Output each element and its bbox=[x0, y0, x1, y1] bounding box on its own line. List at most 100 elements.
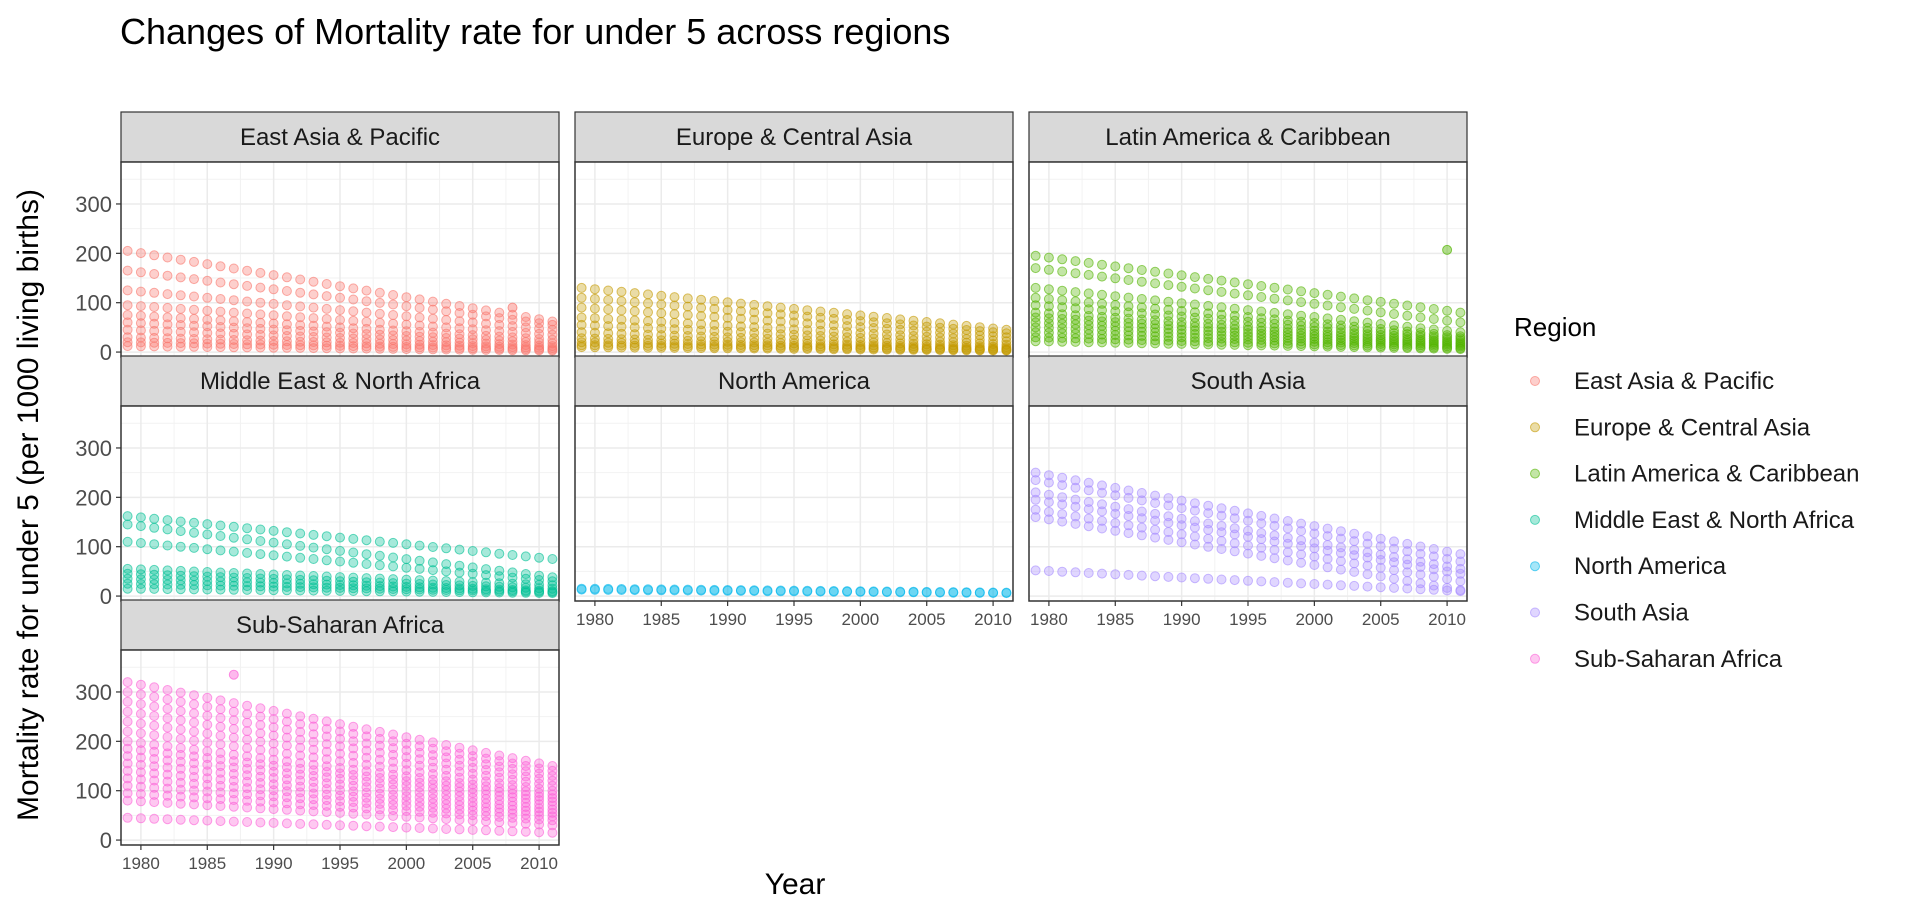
data-point bbox=[135, 759, 146, 770]
data-point bbox=[1163, 280, 1174, 291]
data-point bbox=[1229, 505, 1240, 516]
data-point bbox=[1269, 340, 1280, 351]
data-point bbox=[1097, 568, 1107, 579]
data-point bbox=[507, 587, 518, 598]
data-point bbox=[454, 337, 465, 348]
data-point bbox=[202, 710, 213, 721]
data-point bbox=[1243, 290, 1253, 301]
data-point bbox=[1203, 318, 1214, 329]
data-point bbox=[335, 741, 345, 752]
data-point bbox=[1402, 559, 1413, 570]
data-point bbox=[401, 584, 412, 595]
data-point bbox=[149, 513, 160, 524]
data-point bbox=[1070, 482, 1081, 493]
data-point bbox=[1269, 335, 1280, 346]
data-point bbox=[427, 344, 438, 355]
data-point bbox=[122, 300, 133, 311]
data-point bbox=[1229, 337, 1240, 348]
data-point bbox=[1097, 506, 1107, 517]
data-point bbox=[321, 761, 332, 772]
data-point bbox=[1163, 527, 1174, 537]
data-point bbox=[388, 537, 399, 548]
data-point bbox=[321, 585, 332, 596]
data-point bbox=[481, 344, 491, 355]
data-point bbox=[520, 790, 531, 800]
data-point bbox=[175, 724, 186, 735]
data-point bbox=[348, 820, 359, 831]
data-point bbox=[1203, 573, 1214, 584]
data-point bbox=[1176, 321, 1187, 331]
data-point bbox=[427, 557, 438, 568]
data-point bbox=[175, 341, 186, 352]
y-tick-label: 0 bbox=[100, 828, 112, 853]
facet-strip-label: Europe & Central Asia bbox=[676, 124, 913, 151]
data-point bbox=[1030, 494, 1041, 505]
data-point bbox=[374, 536, 385, 547]
data-point bbox=[228, 339, 239, 349]
data-point bbox=[281, 708, 292, 719]
data-point bbox=[547, 789, 558, 800]
data-point bbox=[135, 738, 146, 748]
data-point bbox=[895, 319, 906, 330]
data-point bbox=[135, 767, 146, 778]
data-point bbox=[348, 743, 359, 754]
series-points bbox=[1030, 244, 1466, 355]
data-point bbox=[268, 298, 279, 309]
data-point bbox=[361, 771, 372, 782]
data-point bbox=[149, 318, 160, 329]
data-point bbox=[656, 299, 667, 310]
data-point bbox=[534, 768, 545, 779]
data-point bbox=[520, 776, 531, 787]
data-point bbox=[974, 587, 985, 598]
data-point bbox=[988, 323, 999, 334]
data-point bbox=[1362, 581, 1373, 592]
data-point bbox=[1150, 335, 1161, 346]
data-point bbox=[122, 519, 133, 530]
data-point bbox=[189, 256, 199, 267]
data-point bbox=[427, 542, 438, 552]
data-point bbox=[1309, 331, 1320, 342]
data-point bbox=[1322, 329, 1333, 340]
data-point bbox=[669, 342, 680, 353]
data-point bbox=[762, 343, 773, 354]
data-point bbox=[1335, 302, 1346, 313]
data-point bbox=[1296, 526, 1307, 536]
data-point bbox=[135, 774, 146, 785]
data-point bbox=[669, 300, 680, 311]
data-point bbox=[149, 761, 160, 772]
data-point bbox=[1176, 338, 1187, 349]
data-point bbox=[1176, 503, 1187, 514]
data-point bbox=[629, 342, 640, 353]
data-point bbox=[308, 765, 319, 776]
legend-label: North America bbox=[1574, 553, 1727, 580]
series-points bbox=[122, 669, 558, 838]
data-point bbox=[268, 270, 279, 281]
data-point bbox=[1243, 540, 1253, 551]
data-point bbox=[722, 305, 733, 315]
data-point bbox=[335, 315, 345, 325]
data-point bbox=[135, 679, 146, 690]
data-point bbox=[1349, 580, 1360, 591]
data-point bbox=[494, 772, 505, 783]
data-point bbox=[374, 798, 385, 809]
data-point bbox=[388, 290, 399, 300]
data-point bbox=[441, 824, 452, 834]
data-point bbox=[202, 544, 213, 555]
data-point bbox=[427, 586, 438, 597]
y-tick-label: 0 bbox=[100, 584, 112, 609]
data-point bbox=[215, 261, 226, 272]
data-point bbox=[189, 717, 199, 728]
data-point bbox=[135, 310, 146, 321]
data-point bbox=[427, 565, 438, 576]
data-point bbox=[441, 543, 452, 554]
data-point bbox=[308, 313, 319, 324]
data-point bbox=[1150, 266, 1161, 277]
data-point bbox=[735, 313, 746, 324]
data-point bbox=[1216, 337, 1227, 347]
data-point bbox=[175, 254, 186, 265]
data-point bbox=[321, 766, 332, 777]
data-point bbox=[162, 289, 173, 300]
data-point bbox=[189, 758, 199, 769]
data-point bbox=[135, 796, 146, 807]
legend-key bbox=[1530, 514, 1540, 525]
